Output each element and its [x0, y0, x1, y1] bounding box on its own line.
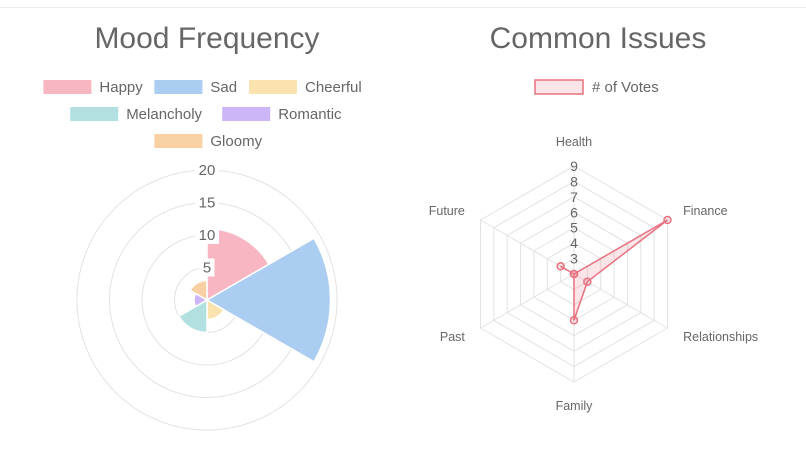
- tick-bg-20: [195, 161, 219, 179]
- point-finance[interactable]: [663, 215, 672, 225]
- legend-swatch-votes[interactable]: [534, 79, 584, 95]
- point-past[interactable]: [569, 269, 579, 279]
- grid-ring-6: [520, 211, 628, 337]
- slice-melancholy[interactable]: [177, 298, 208, 334]
- legend-label-cheerful[interactable]: Cheerful: [305, 79, 362, 96]
- point-future[interactable]: [556, 262, 565, 271]
- radar-tick-9: 9: [570, 158, 578, 174]
- spoke-future: [480, 219, 575, 275]
- tick-label-5: 5: [203, 260, 211, 277]
- radar-tick-4: 4: [570, 235, 578, 251]
- axis-label-finance: Finance: [683, 204, 728, 218]
- radar-tick-7: 7: [570, 189, 578, 205]
- mood-slices: [177, 227, 332, 363]
- axis-label-family: Family: [556, 399, 594, 413]
- radar-tick-8: 8: [570, 173, 578, 189]
- grid-ring-5: [533, 227, 615, 321]
- mood-legend: Happy Sad Cheerful Melancholy Romantic Gloomy: [43, 79, 362, 150]
- point-health[interactable]: [569, 269, 579, 279]
- grid-ring-9: [479, 165, 669, 383]
- legend-swatch-gloomy[interactable]: [154, 134, 203, 148]
- slice-sad[interactable]: [205, 237, 332, 363]
- issues-point-labels: Health Finance Relationships Family Past Futu…: [429, 135, 758, 413]
- slice-gloomy[interactable]: [189, 279, 208, 302]
- grid-ring-7: [506, 196, 642, 352]
- tick-bg-5: [199, 258, 215, 277]
- series-votes-area: [560, 219, 668, 321]
- issues-grid: [479, 165, 669, 383]
- tick-bg-15: [195, 193, 219, 212]
- legend-label-romantic[interactable]: Romantic: [278, 106, 342, 123]
- tick-label-20: 20: [199, 162, 216, 179]
- radar-tick-3: 3: [570, 251, 578, 267]
- tick-bg-10: [195, 226, 219, 244]
- legend-label-gloomy[interactable]: Gloomy: [210, 133, 262, 150]
- legend-label-happy[interactable]: Happy: [99, 79, 143, 96]
- mood-chart-title: Mood Frequency: [94, 22, 319, 55]
- tick-label-15: 15: [199, 195, 216, 212]
- mood-tick-labels: 5 10 15 20: [195, 161, 219, 277]
- axis-label-relationships: Relationships: [683, 330, 758, 344]
- issues-legend: # of Votes: [534, 79, 659, 96]
- top-divider: [0, 0, 806, 8]
- legend-swatch-cheerful[interactable]: [249, 80, 297, 94]
- legend-swatch-sad[interactable]: [154, 80, 203, 94]
- legend-label-sad[interactable]: Sad: [210, 79, 237, 96]
- radar-tick-5: 5: [570, 220, 578, 236]
- grid-ring-3: [560, 257, 588, 291]
- point-family[interactable]: [569, 316, 579, 325]
- mood-frequency-chart: Mood Frequency Happy Sad Cheerful Melanchol…: [43, 22, 362, 431]
- legend-label-votes[interactable]: # of Votes: [592, 79, 659, 96]
- issues-series: [556, 215, 672, 325]
- point-relationships[interactable]: [583, 277, 592, 286]
- legend-swatch-romantic[interactable]: [222, 107, 271, 121]
- grid-ring-8: [493, 180, 655, 368]
- legend-label-melancholy[interactable]: Melancholy: [126, 106, 202, 123]
- axis-label-health: Health: [556, 135, 592, 149]
- axis-label-past: Past: [440, 330, 466, 344]
- tick-label-10: 10: [199, 227, 216, 244]
- legend-swatch-melancholy[interactable]: [70, 107, 119, 121]
- axis-label-future: Future: [429, 204, 465, 218]
- issues-chart-title: Common Issues: [490, 22, 707, 55]
- legend-swatch-happy[interactable]: [43, 80, 92, 94]
- spoke-past: [480, 273, 575, 329]
- radar-tick-6: 6: [570, 204, 578, 220]
- grid-ring-4: [546, 242, 602, 306]
- spoke-finance: [573, 219, 668, 275]
- spoke-relationships: [573, 273, 668, 329]
